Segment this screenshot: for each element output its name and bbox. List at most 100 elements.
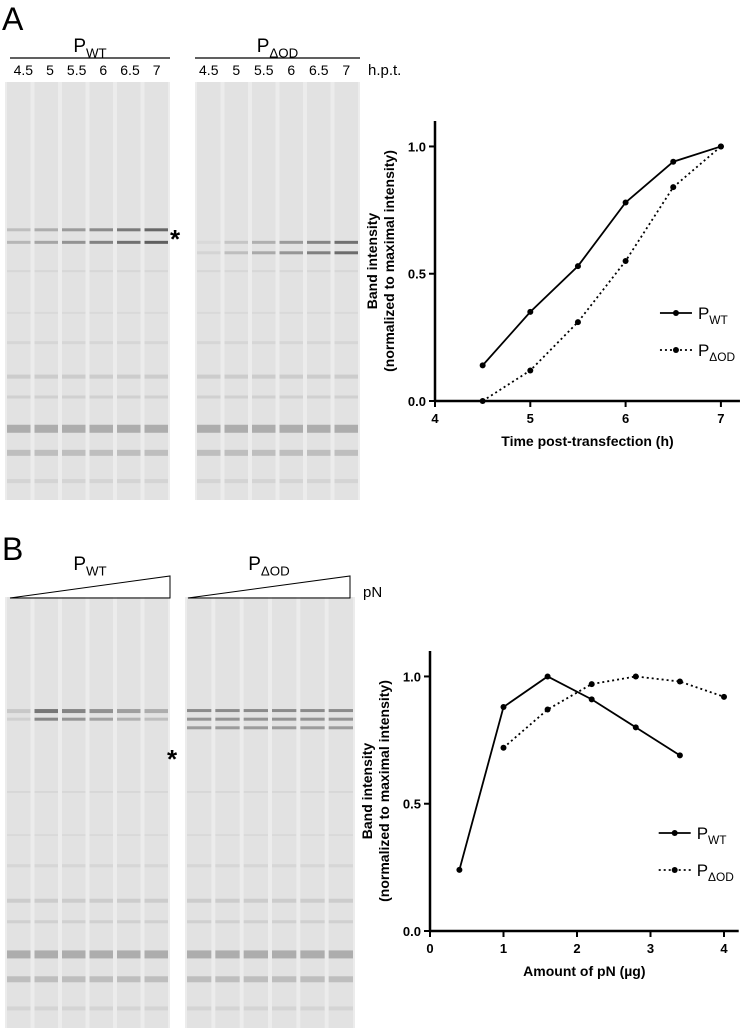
lane-label: 7 [342, 62, 350, 78]
gel-band [34, 950, 58, 959]
gel-band [7, 950, 31, 959]
gel-band [34, 717, 58, 721]
amount-ramp [9, 575, 171, 599]
gel-band [328, 920, 353, 924]
gel-band [215, 790, 240, 793]
gel-group-label: PΔOD [257, 36, 299, 61]
gel-band [307, 374, 331, 379]
gel-lane [89, 82, 113, 500]
gel-lane [328, 597, 353, 1028]
gel-band [34, 395, 58, 399]
gel-band [117, 479, 141, 484]
x-tick-label: 3 [647, 941, 654, 956]
gel-band [89, 898, 113, 903]
gel-band [89, 717, 113, 721]
label-main: P [697, 861, 708, 880]
gel-lane [144, 597, 168, 1028]
gel-band [62, 341, 86, 345]
gel-band [272, 920, 297, 924]
y-tick-label: 1.0 [403, 669, 421, 684]
gel-band [34, 270, 58, 273]
label-main: P [257, 36, 270, 57]
gel-group-label: PΔOD [248, 554, 290, 579]
gel-band [328, 976, 353, 983]
gel-group-label: PWT [73, 554, 106, 579]
gel-band [117, 834, 141, 837]
gel-band [89, 1006, 113, 1011]
gel-group-label: PWT [73, 36, 106, 61]
gel-band [279, 424, 303, 433]
gel-band [187, 790, 212, 793]
gel-band [117, 395, 141, 399]
series-line [458, 675, 681, 871]
gel-band [144, 270, 168, 273]
gel-band [334, 424, 358, 433]
gel-band [279, 270, 303, 273]
gel-band [215, 709, 240, 713]
gel-band [89, 834, 113, 837]
lane-label: 6.5 [309, 62, 329, 78]
gel-band [117, 270, 141, 273]
gel-band [117, 341, 141, 345]
gel-band [117, 311, 141, 314]
gel-band [144, 374, 168, 379]
gel-band [62, 950, 86, 959]
legend-point [672, 347, 679, 353]
gel-band [334, 374, 358, 379]
legend-label: PWT [698, 304, 728, 327]
gel-band [252, 311, 276, 314]
gel-lane [300, 597, 325, 1028]
data-point [479, 362, 486, 369]
gel-band [215, 717, 240, 721]
gel-lane [197, 82, 221, 500]
gel-band [328, 717, 353, 721]
gel-band [62, 311, 86, 314]
gel-band [144, 790, 168, 793]
gel-band [243, 709, 268, 713]
gel-band [34, 864, 58, 868]
panel-letter: B [2, 531, 23, 567]
gel-band [34, 790, 58, 793]
data-point [574, 263, 581, 270]
gel-lane [62, 597, 86, 1028]
gel-band [197, 251, 221, 255]
label-subscript: ΔOD [261, 564, 290, 579]
gel-band [272, 709, 297, 713]
gel-band [7, 395, 31, 399]
gel-band [89, 976, 113, 983]
data-point [479, 398, 486, 404]
x-tick-label: 0 [426, 941, 433, 956]
lane-label: 7 [153, 62, 161, 78]
gel-band [300, 1006, 325, 1011]
gel-band [7, 1006, 31, 1011]
gel-band [34, 374, 58, 379]
data-point [544, 706, 551, 713]
gel-band [307, 341, 331, 345]
gel-band [328, 726, 353, 730]
gel-lane [89, 597, 113, 1028]
gel-band [272, 726, 297, 730]
gel-band [144, 1006, 168, 1011]
y-tick-label: 0.5 [408, 267, 426, 282]
gel-band [272, 790, 297, 793]
gel-band [300, 950, 325, 959]
data-point [527, 308, 534, 315]
x-axis-label: Time post-transfection (h) [501, 433, 673, 449]
gel-band [89, 950, 113, 959]
gel-band [62, 240, 86, 244]
label-main: P [73, 36, 86, 57]
gel-band [89, 449, 113, 456]
gel-band [7, 834, 31, 837]
x-tick-label: 7 [717, 411, 724, 426]
lane-label: 4.5 [14, 62, 34, 78]
gel-band [334, 395, 358, 399]
gel-band [197, 395, 221, 399]
gel-band [62, 709, 86, 714]
gel-lane [144, 82, 168, 500]
gel-band [7, 270, 31, 273]
legend-label: PΔOD [698, 341, 736, 364]
series-line [502, 675, 725, 749]
gel-band [224, 424, 248, 433]
gel-band [7, 976, 31, 983]
gel-image [5, 597, 170, 1028]
